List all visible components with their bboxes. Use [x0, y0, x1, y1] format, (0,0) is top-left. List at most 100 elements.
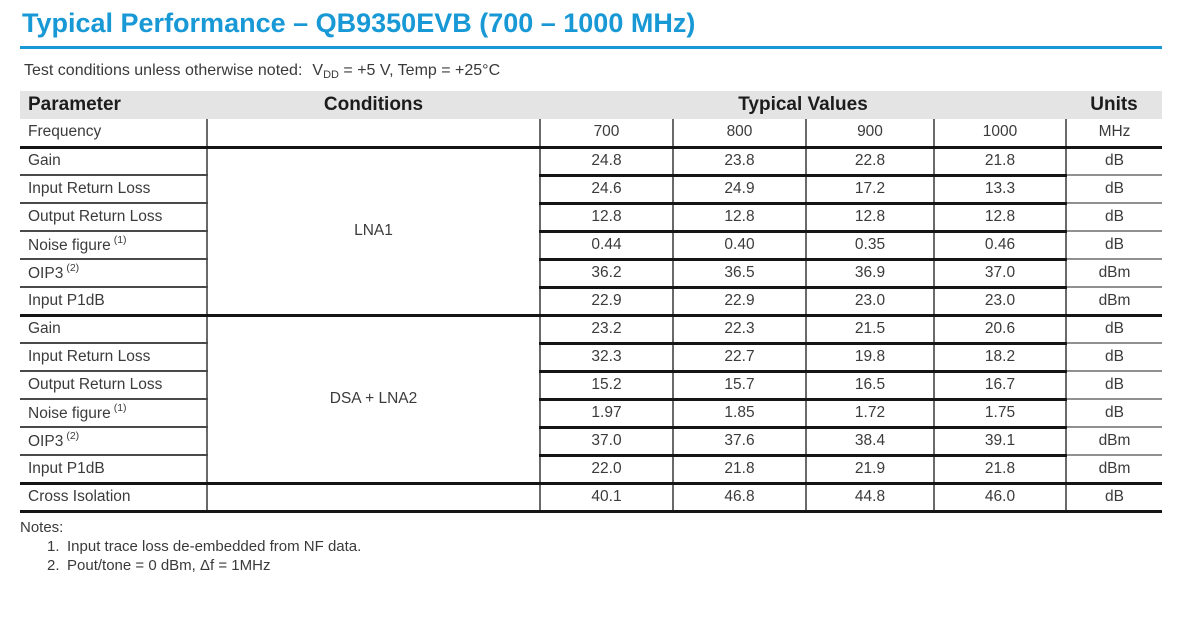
- parameter-label: Gain: [28, 152, 61, 170]
- value-cell: 15.7: [673, 371, 807, 401]
- parameter-label: Output Return Loss: [28, 376, 163, 394]
- condition-cell: [207, 119, 541, 149]
- header-units: Units: [1066, 91, 1162, 120]
- notes-section: Notes: 1. Input trace loss de-embedded fr…: [20, 519, 1182, 574]
- value-cell: 22.7: [673, 343, 807, 373]
- value-cell: 0.35: [806, 231, 935, 261]
- value-cell: 38.4: [806, 427, 935, 457]
- table-row: OIP3 (2) 37.0 37.6 38.4 39.1 dBm: [20, 427, 1162, 457]
- table-row: Gain LNA1 24.8 23.8 22.8 21.8 dB: [20, 147, 1162, 317]
- value-cell: 900: [806, 119, 935, 149]
- parameter-label: Input P1dB: [28, 291, 105, 309]
- table-header-row: Parameter Conditions Typical Values Unit…: [20, 91, 1162, 120]
- value-cell: 23.2: [540, 315, 674, 345]
- value-cell: 17.2: [806, 175, 935, 205]
- parameter-label: OIP3: [28, 265, 64, 283]
- unit-cell: dB: [1066, 315, 1162, 345]
- condition-cell: DSA + LNA2: [207, 315, 541, 485]
- unit-cell: dB: [1066, 371, 1162, 401]
- condition-cell: LNA1: [207, 147, 541, 317]
- parameter-cell: OIP3 (2): [20, 259, 208, 289]
- value-cell: 40.1: [540, 483, 674, 513]
- table-header: Parameter Conditions Typical Values Unit…: [20, 91, 1162, 120]
- table-row: Noise figure (1) 1.97 1.85 1.72 1.75 dB: [20, 399, 1162, 429]
- table-row: Output Return Loss 12.8 12.8 12.8 12.8 dB: [20, 203, 1162, 233]
- table-row: Input P1dB 22.9 22.9 23.0 23.0 dBm: [20, 287, 1162, 317]
- value-cell: 19.8: [806, 343, 935, 373]
- parameter-cell: Gain: [20, 315, 208, 345]
- value-cell: 1.72: [806, 399, 935, 429]
- value-cell: 37.6: [673, 427, 807, 457]
- test-conditions-values: = +5 V, Temp = +25°C: [338, 62, 501, 80]
- value-cell: 22.8: [806, 147, 935, 177]
- value-cell: 23.0: [806, 287, 935, 317]
- header-parameter: Parameter: [20, 91, 207, 120]
- value-cell: 12.8: [673, 203, 807, 233]
- parameter-label: Gain: [28, 320, 61, 338]
- parameter-label: Noise figure: [28, 405, 111, 423]
- parameter-label: Input Return Loss: [28, 180, 151, 198]
- unit-cell: dBm: [1066, 259, 1162, 289]
- value-cell: 0.46: [934, 231, 1067, 261]
- parameter-cell: Input P1dB: [20, 287, 208, 317]
- value-cell: 16.5: [806, 371, 935, 401]
- value-cell: 22.9: [673, 287, 807, 317]
- value-cell: 1000: [934, 119, 1067, 149]
- value-cell: 22.9: [540, 287, 674, 317]
- value-cell: 700: [540, 119, 674, 149]
- value-cell: 37.0: [540, 427, 674, 457]
- vdd-symbol: V: [312, 62, 324, 80]
- page-title: Typical Performance – QB9350EVB (700 – 1…: [20, 8, 1162, 50]
- parameter-cell: Output Return Loss: [20, 371, 208, 401]
- unit-cell: dBm: [1066, 287, 1162, 317]
- value-cell: 23.8: [673, 147, 807, 177]
- parameter-cell: Input Return Loss: [20, 175, 208, 205]
- parameter-cell: Frequency: [20, 119, 208, 149]
- unit-cell: dB: [1066, 399, 1162, 429]
- table-row: Input Return Loss 24.6 24.9 17.2 13.3 dB: [20, 175, 1162, 205]
- parameter-cell: OIP3 (2): [20, 427, 208, 457]
- parameter-label: Noise figure: [28, 237, 111, 255]
- value-cell: 18.2: [934, 343, 1067, 373]
- value-cell: 0.44: [540, 231, 674, 261]
- parameter-note-superscript: (2): [66, 261, 80, 274]
- value-cell: 16.7: [934, 371, 1067, 401]
- parameter-label: Cross Isolation: [28, 488, 131, 506]
- test-conditions-prefix: Test conditions unless otherwise noted:: [24, 62, 303, 80]
- note-item: 2. Pout/tone = 0 dBm, Δf = 1MHz: [47, 557, 1182, 574]
- value-cell: 21.5: [806, 315, 935, 345]
- datasheet-page: Typical Performance – QB9350EVB (700 – 1…: [20, 8, 1182, 574]
- parameter-label: Input P1dB: [28, 459, 105, 477]
- table-row: Output Return Loss 15.2 15.7 16.5 16.7 dB: [20, 371, 1162, 401]
- value-cell: 21.8: [934, 455, 1067, 485]
- unit-cell: dBm: [1066, 427, 1162, 457]
- value-cell: 22.3: [673, 315, 807, 345]
- unit-cell: MHz: [1066, 119, 1162, 149]
- parameter-cell: Input Return Loss: [20, 343, 208, 373]
- parameter-cell: Input P1dB: [20, 455, 208, 485]
- value-cell: 24.6: [540, 175, 674, 205]
- value-cell: 0.40: [673, 231, 807, 261]
- note-text: Pout/tone = 0 dBm, Δf = 1MHz: [67, 556, 271, 574]
- value-cell: 1.85: [673, 399, 807, 429]
- value-cell: 21.9: [806, 455, 935, 485]
- unit-cell: dB: [1066, 147, 1162, 177]
- parameter-cell: Gain: [20, 147, 208, 177]
- value-cell: 36.5: [673, 259, 807, 289]
- value-cell: 32.3: [540, 343, 674, 373]
- parameter-label: Frequency: [28, 123, 102, 141]
- parameter-cell: Noise figure (1): [20, 231, 208, 261]
- parameter-note-superscript: (1): [113, 401, 127, 414]
- value-cell: 800: [673, 119, 807, 149]
- value-cell: 24.9: [673, 175, 807, 205]
- table-row: Input P1dB 22.0 21.8 21.9 21.8 dBm: [20, 455, 1162, 485]
- value-cell: 36.9: [806, 259, 935, 289]
- performance-table: Parameter Conditions Typical Values Unit…: [20, 91, 1162, 513]
- value-cell: 13.3: [934, 175, 1067, 205]
- unit-cell: dBm: [1066, 455, 1162, 485]
- parameter-label: Input Return Loss: [28, 348, 151, 366]
- value-cell: 36.2: [540, 259, 674, 289]
- table-row: Gain DSA + LNA2 23.2 22.3 21.5 20.6 dB: [20, 315, 1162, 485]
- value-cell: 21.8: [934, 147, 1067, 177]
- value-cell: 23.0: [934, 287, 1067, 317]
